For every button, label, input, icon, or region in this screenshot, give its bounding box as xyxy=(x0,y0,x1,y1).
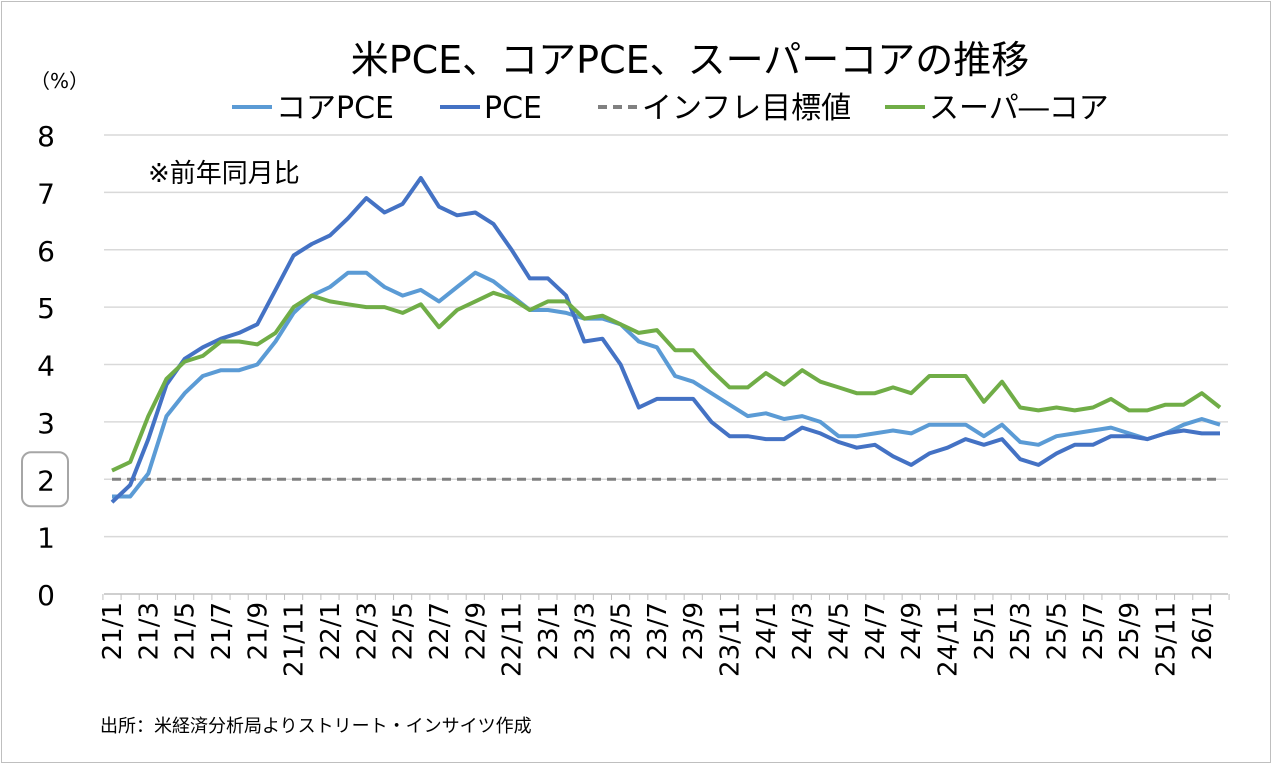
series-line-スーパ―コア xyxy=(111,290,1222,473)
y-tick-label: 6 xyxy=(37,235,55,268)
y-axis-unit: （%） xyxy=(30,69,89,93)
legend-label: PCE xyxy=(484,91,542,126)
x-tick-label: 21/1 xyxy=(98,602,128,660)
x-tick-label: 21/5 xyxy=(171,602,201,660)
x-tick-label: 21/3 xyxy=(134,602,164,660)
x-tick-label: 22/3 xyxy=(352,602,382,660)
y-tick-label: 2 xyxy=(37,464,55,497)
x-tick-label: 25/11 xyxy=(1152,602,1182,677)
y-tick-label: 3 xyxy=(37,407,55,440)
x-tick-label: 23/9 xyxy=(679,602,709,660)
x-tick-label: 23/7 xyxy=(643,602,673,660)
y-tick-label: 1 xyxy=(37,522,55,555)
y-tick-label: 8 xyxy=(37,120,55,153)
legend-label: インフレ目標値 xyxy=(642,91,851,126)
x-tick-label: 23/11 xyxy=(716,602,746,677)
y-tick-label: 7 xyxy=(37,177,55,210)
x-tick-label: 25/1 xyxy=(970,602,1000,660)
x-tick-label: 22/9 xyxy=(461,602,491,660)
x-tick-label: 26/1 xyxy=(1188,602,1218,660)
legend: コアPCE PCE インフレ目標値 スーパ―コア xyxy=(232,91,1109,126)
note-yoy: ※前年同月比 xyxy=(148,159,300,189)
x-tick-label: 23/3 xyxy=(570,602,600,660)
y-tick-label: 5 xyxy=(37,292,55,325)
x-tick-label: 22/11 xyxy=(498,602,528,677)
y-tick-label: 0 xyxy=(37,579,55,612)
highlight-box xyxy=(21,451,69,508)
x-tick-label: 21/11 xyxy=(280,602,310,677)
x-tick-label: 21/9 xyxy=(243,602,273,660)
legend-label: コアPCE xyxy=(276,91,394,126)
x-tick-label: 25/7 xyxy=(1079,602,1109,660)
x-tick-label: 24/5 xyxy=(825,602,855,660)
x-tick-label: 23/1 xyxy=(534,602,564,660)
series-line-PCE xyxy=(110,176,1220,504)
source-note: 出所：米経済分析局よりストリート・インサイツ作成 xyxy=(100,716,532,737)
x-tick-label: 25/5 xyxy=(1043,602,1073,660)
x-tick-label: 24/9 xyxy=(897,602,927,660)
x-tick-label: 22/1 xyxy=(316,602,346,660)
legend-label: スーパ―コア xyxy=(929,91,1109,126)
x-tick-label: 22/7 xyxy=(425,602,455,660)
x-tick-label: 25/3 xyxy=(1006,602,1036,660)
chart-title: 米PCE、コアPCE、スーパーコアの推移 xyxy=(351,38,1030,82)
x-tick-label: 24/3 xyxy=(788,602,818,660)
y-tick-label: 4 xyxy=(37,350,55,383)
series-line-コアPCE xyxy=(112,270,1221,499)
x-tick-label: 25/9 xyxy=(1115,602,1145,660)
x-tick-label: 24/11 xyxy=(934,602,964,677)
x-tick-label: 21/7 xyxy=(207,602,237,660)
x-tick-label: 22/5 xyxy=(389,602,419,660)
x-tick-label: 24/7 xyxy=(861,602,891,660)
x-tick-label: 24/1 xyxy=(752,602,782,660)
x-tick-label: 23/5 xyxy=(607,602,637,660)
